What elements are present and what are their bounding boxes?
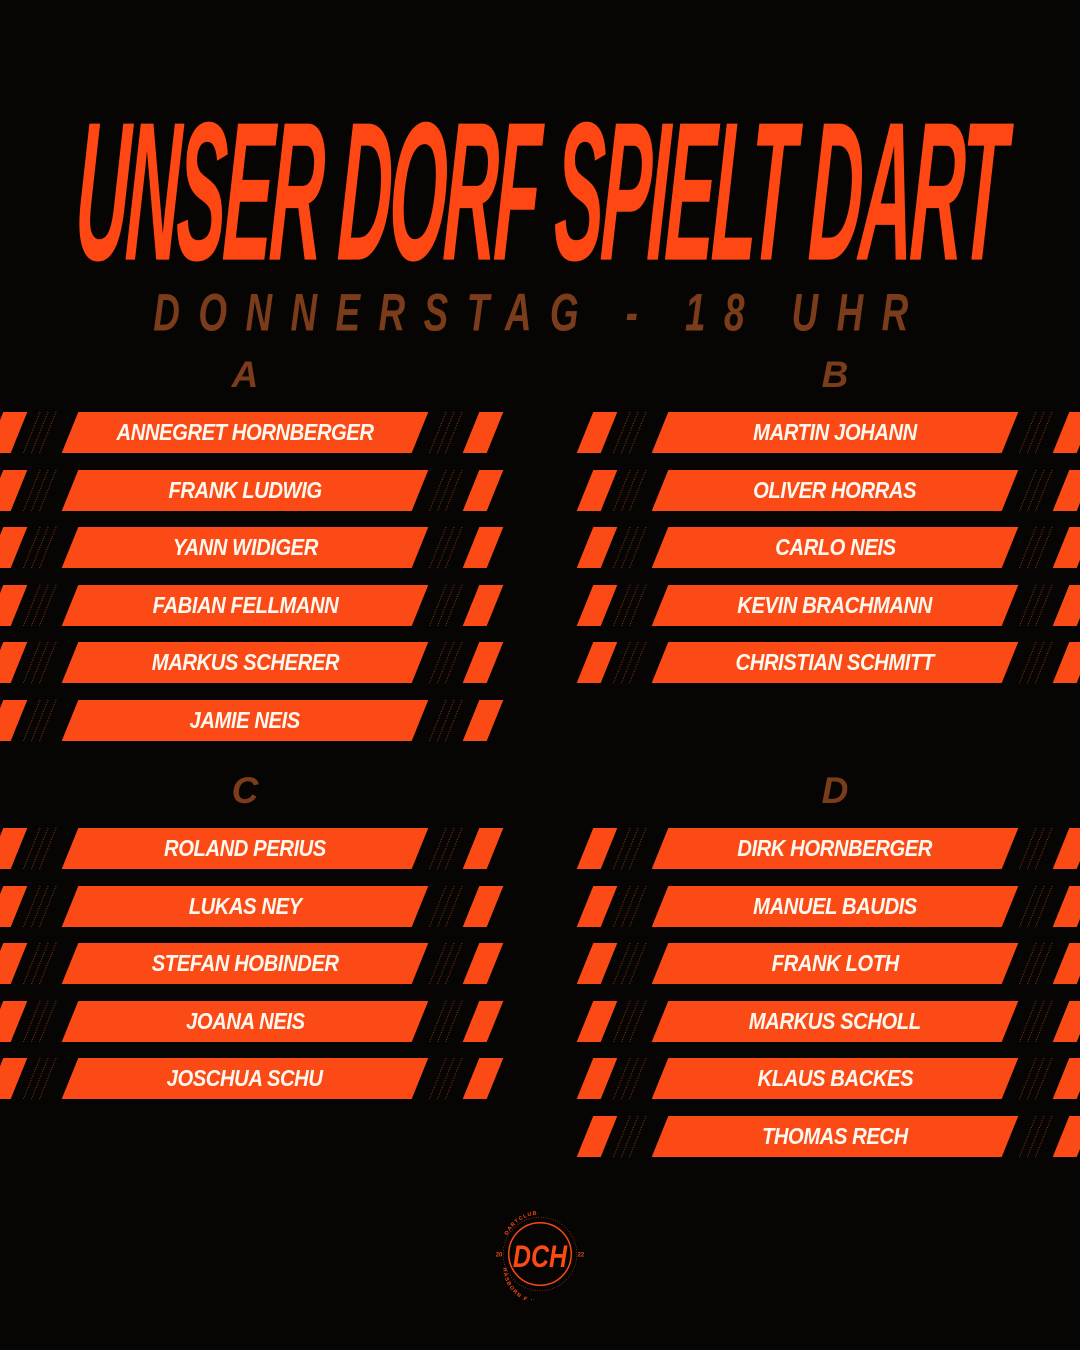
svg-text:22: 22 [578, 1252, 585, 1258]
svg-text:DCH: DCH [513, 1239, 568, 1274]
svg-text:20: 20 [496, 1252, 503, 1258]
